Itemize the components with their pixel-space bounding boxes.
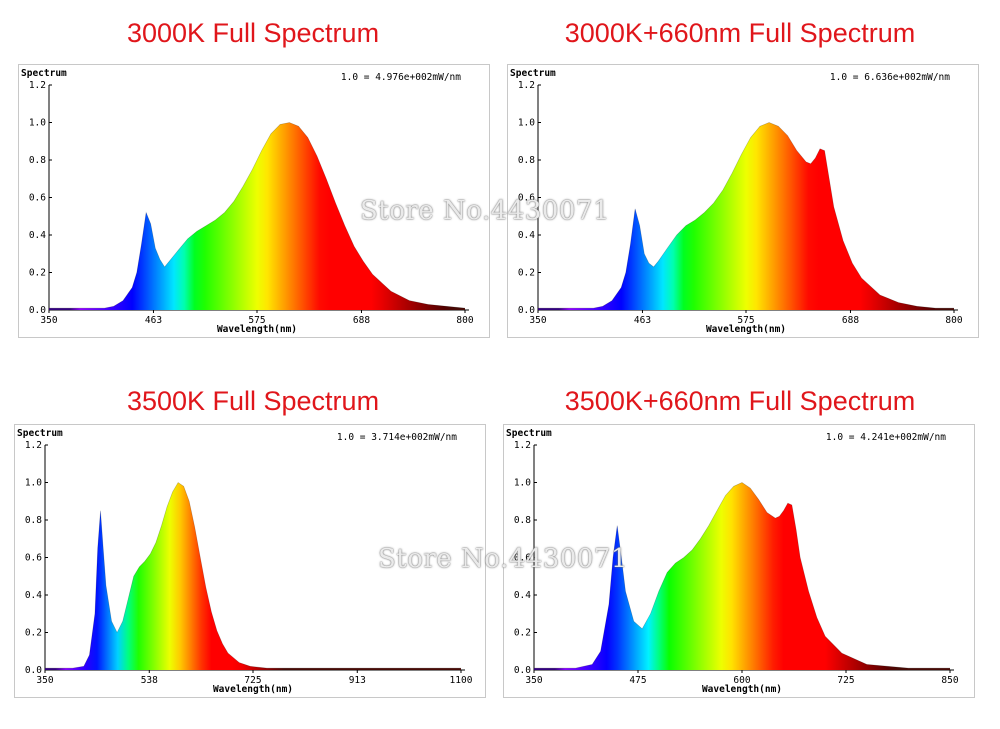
x-tick-label: 800 <box>456 315 473 326</box>
y-tick-label: 1.2 <box>514 440 531 451</box>
x-tick-label: 725 <box>837 675 854 686</box>
y-tick-label: 1.0 <box>25 478 42 489</box>
x-tick-label: 350 <box>525 675 542 686</box>
x-tick-label: 600 <box>733 675 750 686</box>
store-watermark-1: Store No.4430071 <box>360 196 610 226</box>
y-tick-label: 0.2 <box>25 628 42 639</box>
x-tick-label: 800 <box>945 315 962 326</box>
x-tick-label: 475 <box>629 675 646 686</box>
y-tick-label: 0.6 <box>518 193 535 204</box>
spectrum-area <box>49 122 465 310</box>
spectrum-panel-3: Spectrum 1.0 = 3.714e+002mW/nm 0.0 0.2 0.4 0.… <box>14 424 486 698</box>
y-tick-label: 0.4 <box>514 590 531 601</box>
x-axis-label: Wavelength(nm) <box>702 684 782 695</box>
y-axis-label: Spectrum <box>506 428 552 439</box>
scale-note: 1.0 = 3.714e+002mW/nm <box>337 432 457 443</box>
y-tick-label: 1.2 <box>29 80 46 91</box>
y-tick-label: 0.4 <box>25 590 42 601</box>
spectrum-area <box>45 482 461 670</box>
y-tick-label: 0.6 <box>29 193 46 204</box>
x-tick-label: 913 <box>349 675 366 686</box>
x-tick-label: 463 <box>145 315 162 326</box>
y-tick-label: 1.2 <box>518 80 535 91</box>
spectrum-line <box>534 482 950 669</box>
y-tick-label: 0.2 <box>518 268 535 279</box>
y-tick-label: 0.6 <box>25 553 42 564</box>
chart-title-1: 3000K Full Spectrum <box>126 18 380 48</box>
y-axis-label: Spectrum <box>17 428 63 439</box>
x-axis-label: Wavelength(nm) <box>706 324 786 335</box>
spectrum-area <box>534 482 950 670</box>
spectrum-panel-2: Spectrum 1.0 = 6.636e+002mW/nm 0.0 0.2 0.4 0.… <box>507 64 979 338</box>
y-tick-label: 0.0 <box>514 665 531 676</box>
y-tick-label: 0.8 <box>29 155 46 166</box>
y-tick-label: 1.0 <box>514 478 531 489</box>
spectrum-chart-2: Spectrum 1.0 = 6.636e+002mW/nm 0.0 0.2 0.4 0.… <box>510 68 963 335</box>
y-tick-label: 0.0 <box>29 305 46 316</box>
y-tick-label: 0.8 <box>25 515 42 526</box>
y-tick-label: 0.6 <box>514 553 531 564</box>
x-tick-label: 688 <box>842 315 859 326</box>
chart-title-2: 3000K+660nm Full Spectrum <box>564 18 916 48</box>
x-tick-label: 575 <box>737 315 754 326</box>
store-watermark-2: Store No.4430071 <box>378 544 628 574</box>
x-tick-label: 725 <box>244 675 261 686</box>
x-tick-label: 350 <box>529 315 546 326</box>
spectrum-chart-1: Spectrum 1.0 = 4.976e+002mW/nm 0.0 0.2 0.4 0.… <box>21 68 474 335</box>
spectrum-line <box>45 482 461 669</box>
y-tick-label: 0.4 <box>29 230 46 241</box>
spectrum-panel-1: Spectrum 1.0 = 4.976e+002mW/nm 0.0 0.2 0.4 0.… <box>18 64 490 338</box>
spectrum-chart-4: Spectrum 1.0 = 4.241e+002mW/nm 0.0 0.2 0.4 0.… <box>506 428 959 695</box>
y-tick-label: 1.0 <box>29 118 46 129</box>
y-axis-label: Spectrum <box>21 68 67 79</box>
chart-title-4: 3500K+660nm Full Spectrum <box>564 386 916 416</box>
x-axis-label: Wavelength(nm) <box>213 684 293 695</box>
spectrum-panel-4: Spectrum 1.0 = 4.241e+002mW/nm 0.0 0.2 0.4 0.… <box>503 424 975 698</box>
x-tick-label: 688 <box>353 315 370 326</box>
y-tick-label: 0.8 <box>514 515 531 526</box>
spectrum-chart-3: Spectrum 1.0 = 3.714e+002mW/nm 0.0 0.2 0.4 0.… <box>17 428 473 695</box>
spectrum-line <box>538 122 954 309</box>
x-tick-label: 463 <box>634 315 651 326</box>
scale-note: 1.0 = 4.241e+002mW/nm <box>826 432 946 443</box>
x-tick-label: 350 <box>40 315 57 326</box>
y-tick-label: 1.2 <box>25 440 42 451</box>
spectrum-line <box>49 122 466 309</box>
y-tick-label: 1.0 <box>518 118 535 129</box>
y-tick-label: 0.8 <box>518 155 535 166</box>
y-tick-label: 0.0 <box>25 665 42 676</box>
y-tick-label: 0.2 <box>29 268 46 279</box>
x-axis-label: Wavelength(nm) <box>217 324 297 335</box>
y-axis-label: Spectrum <box>510 68 556 79</box>
x-tick-label: 350 <box>36 675 53 686</box>
x-tick-label: 575 <box>248 315 265 326</box>
y-tick-label: 0.0 <box>518 305 535 316</box>
chart-title-3: 3500K Full Spectrum <box>126 386 380 416</box>
x-tick-label: 1100 <box>450 675 473 686</box>
y-tick-label: 0.4 <box>518 230 535 241</box>
scale-note: 1.0 = 4.976e+002mW/nm <box>341 72 461 83</box>
spectrum-area <box>538 122 954 310</box>
x-tick-label: 850 <box>941 675 958 686</box>
scale-note: 1.0 = 6.636e+002mW/nm <box>830 72 950 83</box>
y-tick-label: 0.2 <box>514 628 531 639</box>
x-tick-label: 538 <box>141 675 158 686</box>
